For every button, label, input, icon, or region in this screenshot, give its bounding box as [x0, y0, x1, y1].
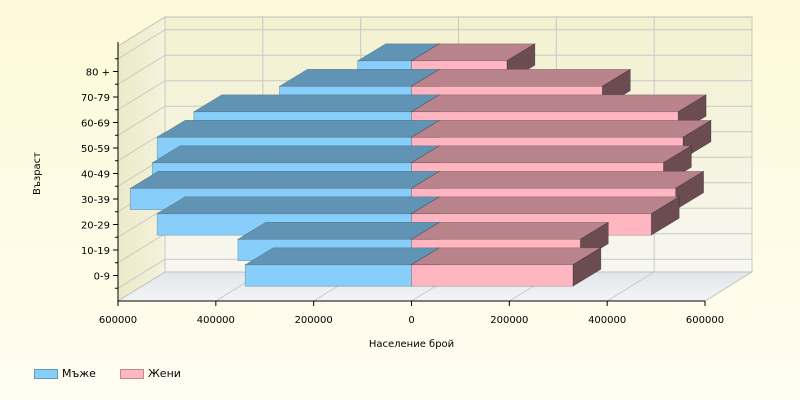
female-bar-6069-top [410, 94, 708, 113]
female-bar-2029-side [650, 196, 680, 236]
x-tick-label: 200000 [295, 315, 333, 326]
population-pyramid-chart: 0-9 10-19 20-29 30-39 40-49 50-59 60-69 70-79 80… [32, 16, 754, 350]
y-tick-label: 40-49 [81, 170, 110, 181]
x-tick-label: 400000 [588, 315, 626, 326]
female-bar-4049-top [410, 145, 693, 164]
x-tick-label: 600000 [686, 315, 724, 326]
male-bar-6069-top [192, 94, 441, 113]
side-grid-line [117, 105, 166, 136]
female-bar-7079-top [410, 69, 632, 87]
male-bar-09-top [244, 247, 441, 266]
x-tick-label: 0 [408, 315, 414, 326]
side-grid-line [117, 80, 166, 111]
male-bar-3039-top [129, 171, 441, 189]
side-grid-line [117, 258, 166, 289]
y-axis-title: Възраст [32, 152, 43, 195]
y-tick-label: 70-79 [81, 93, 110, 104]
y-tick-label: 0-9 [94, 272, 110, 283]
legend-label-female: Жени [147, 367, 181, 380]
side-grid-line [117, 131, 166, 162]
legend-swatch-male [34, 368, 58, 379]
male-bar-4049-top [151, 145, 441, 164]
female-bar-2029-top [410, 196, 681, 215]
floor-grid-line [606, 271, 655, 302]
y-tick-label: 60-69 [81, 119, 110, 130]
female-bar-5059-top [410, 120, 713, 138]
legend-label-male: Мъже [62, 367, 96, 380]
male-bar-1019-top [236, 222, 441, 240]
female-bar-09 [411, 264, 574, 287]
male-bar-09 [244, 264, 412, 287]
side-grid-line [117, 233, 166, 264]
male-bar-5059-top [156, 120, 441, 138]
legend-item-male: Мъже [34, 367, 96, 380]
x-tick-label: 600000 [99, 315, 137, 326]
y-tick-label: 50-59 [81, 144, 110, 155]
floor-grid-line [704, 271, 753, 302]
legend: Мъже Жени [34, 367, 181, 380]
female-bar-09-top [410, 247, 602, 266]
x-tick-label: 200000 [490, 315, 528, 326]
x-axis-title: Население брой [369, 339, 454, 350]
x-tick-label: 400000 [197, 315, 235, 326]
side-grid-line [117, 207, 166, 238]
female-bar-1019-top [410, 222, 610, 240]
y-tick-label: 30-39 [81, 195, 110, 206]
y-tick-label: 10-19 [81, 246, 110, 257]
legend-swatch-female [119, 368, 144, 379]
female-bar-3039-top [410, 171, 705, 189]
legend-item-female: Жени [119, 367, 181, 380]
y-tick-label: 80 + [86, 68, 110, 79]
side-grid-line [117, 29, 166, 60]
male-bar-2029-top [156, 196, 441, 215]
side-grid-line [117, 54, 166, 85]
y-tick-label: 20-29 [81, 221, 110, 232]
floor-grid-line [117, 271, 166, 302]
